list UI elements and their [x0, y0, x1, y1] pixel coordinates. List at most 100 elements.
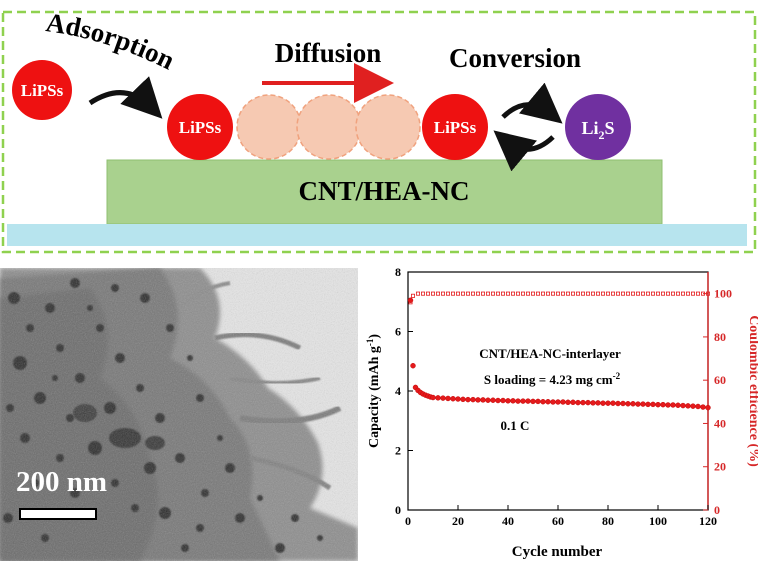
- capacity-point: [600, 400, 606, 406]
- ce-point: [670, 291, 675, 296]
- x-tick-label: 100: [649, 514, 667, 528]
- ce-point: [695, 291, 700, 296]
- ce-point: [481, 291, 486, 296]
- ce-point: [535, 291, 540, 296]
- capacity-point: [560, 399, 566, 405]
- capacity-point: [695, 403, 701, 410]
- ce-point: [585, 291, 590, 296]
- ce-point: [620, 291, 625, 296]
- ce-point: [705, 291, 710, 296]
- y-tick-label: 8: [395, 265, 401, 279]
- ce-point: [451, 291, 456, 296]
- y2-tick-label: 100: [714, 287, 732, 301]
- capacity-point: [665, 402, 671, 408]
- diffusion-ghost: [355, 94, 421, 160]
- ce-point: [575, 291, 580, 296]
- capacity-point: [555, 399, 561, 405]
- capacity-point: [620, 400, 626, 407]
- capacity-point: [650, 401, 656, 408]
- capacity-point: [585, 399, 591, 406]
- ce-point: [660, 291, 665, 296]
- ce-point: [446, 291, 451, 296]
- capacity-point: [485, 397, 491, 403]
- capacity-point: [595, 400, 601, 406]
- ce-point: [520, 291, 525, 296]
- conversion-arrow-bottom: [493, 130, 555, 172]
- ce-point: [525, 291, 530, 296]
- capacity-point: [460, 396, 466, 403]
- capacity-point: [435, 395, 441, 401]
- ce-point: [545, 291, 550, 296]
- y-tick-label: 6: [395, 325, 401, 339]
- y-axis-label: Capacity (mAh g-1): [365, 334, 382, 448]
- capacity-point: [625, 401, 631, 407]
- ce-point: [510, 291, 515, 296]
- plot-frame: [407, 271, 709, 511]
- capacity-point: [550, 399, 556, 405]
- y2-tick-label: 0: [714, 503, 720, 517]
- y-tick-label: 4: [395, 384, 401, 398]
- ce-point: [515, 291, 520, 296]
- capacity-point: [525, 398, 531, 404]
- capacity-point: [445, 395, 451, 402]
- y2-tick-label: 20: [714, 460, 726, 474]
- ce-point: [605, 291, 610, 296]
- y-tick-label: 0: [395, 503, 401, 517]
- ce-point: [615, 291, 620, 296]
- lipss-adsorbed-label: LiPSs: [179, 118, 222, 137]
- capacity-point: [490, 397, 496, 403]
- lipss-free-circle: [12, 60, 72, 120]
- capacity-point: [455, 396, 461, 402]
- chart-annotation-1: CNT/HEA-NC-interlayer: [479, 346, 621, 361]
- x-tick-label: 40: [502, 514, 514, 528]
- x-axis-label: Cycle number: [512, 544, 603, 560]
- capacity-point: [660, 401, 666, 408]
- ce-point: [550, 291, 555, 296]
- ce-point: [471, 291, 476, 296]
- capacity-point: [675, 402, 681, 408]
- ce-point: [700, 291, 705, 296]
- capacity-point: [615, 400, 621, 407]
- ce-point: [486, 291, 491, 296]
- ce-point: [560, 291, 565, 296]
- capacity-point: [430, 394, 436, 401]
- capacity-point: [565, 399, 571, 406]
- ce-point: [441, 291, 446, 296]
- ce-point: [466, 291, 471, 296]
- substrate-layer: [106, 159, 663, 225]
- capacity-point: [640, 401, 646, 407]
- ce-point: [495, 291, 500, 296]
- capacity-point: [410, 363, 416, 369]
- lipss-adsorbed-circle: [167, 94, 233, 160]
- conversion-label: Conversion: [449, 43, 581, 73]
- capacity-point: [605, 400, 611, 406]
- ce-point: [650, 291, 655, 296]
- mechanism-scheme: CNT/HEA-NC Adsorption LiPSs LiPSs Diffus…: [1, 7, 757, 254]
- ce-point: [645, 291, 650, 296]
- capacity-point: [630, 401, 636, 407]
- capacity-point: [680, 402, 686, 409]
- li2s-label: Li2S: [581, 118, 614, 142]
- ce-point: [655, 291, 660, 296]
- ce-point: [436, 291, 441, 296]
- x-tick-label: 0: [405, 514, 411, 528]
- lipss-conversion-circle: [422, 94, 488, 160]
- capacity-point: [700, 404, 706, 410]
- capacity-point: [515, 398, 521, 404]
- capacity-point: [470, 396, 476, 403]
- capacity-point: [635, 401, 641, 407]
- ce-point: [630, 291, 635, 296]
- capacity-point: [440, 395, 446, 401]
- capacity-point: [480, 397, 486, 403]
- capacity-point: [610, 400, 616, 406]
- ce-point: [431, 291, 436, 296]
- capacity-point: [495, 397, 501, 404]
- capacity-point: [705, 404, 711, 411]
- ce-point: [505, 291, 510, 296]
- ce-point: [570, 291, 575, 296]
- ce-point: [500, 291, 505, 296]
- y2-axis-label: Coulombic efficience (%): [746, 315, 758, 467]
- capacity-point: [450, 396, 456, 402]
- ce-point: [565, 291, 570, 296]
